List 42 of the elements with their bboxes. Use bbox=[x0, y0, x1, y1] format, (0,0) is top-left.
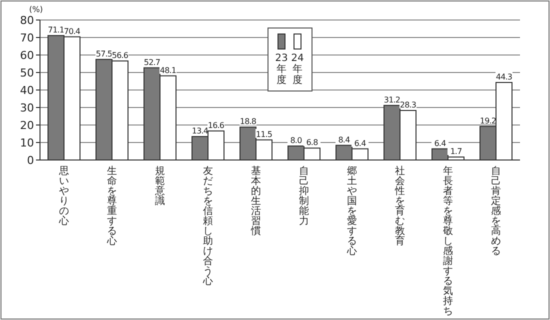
x-tick-label: 社会性を育む教育 bbox=[394, 165, 405, 247]
x-tick-label: 生命を尊重する心 bbox=[106, 165, 117, 247]
category-label: 自己肯定感を高める bbox=[491, 166, 501, 257]
data-label: 8.0 bbox=[290, 136, 302, 145]
data-label: 16.6 bbox=[208, 120, 224, 130]
data-label: 71.1 bbox=[48, 26, 64, 35]
category-label: 郷土や国を愛する心 bbox=[347, 166, 357, 257]
x-tick-label: 思いやりの心 bbox=[58, 166, 69, 227]
y-tick-label: 50 bbox=[20, 66, 34, 80]
data-label: 52.7 bbox=[144, 58, 160, 67]
x-tick-label: 自己抑制能力 bbox=[299, 165, 309, 227]
data-label: 56.6 bbox=[112, 50, 128, 60]
data-label: 18.8 bbox=[240, 117, 256, 126]
y-tick-label: 70 bbox=[20, 32, 34, 44]
y-tick-label: 10 bbox=[20, 136, 34, 150]
data-label: 57.5 bbox=[96, 49, 112, 58]
legend-label: 24年度 bbox=[291, 53, 304, 86]
y-tick-label: 30 bbox=[20, 102, 34, 114]
data-label: 8.4 bbox=[338, 135, 350, 144]
x-tick-label: 規範意識 bbox=[154, 165, 165, 207]
data-label: 13.4 bbox=[192, 126, 208, 136]
legend-label: 23年度 bbox=[275, 53, 288, 86]
data-label: 11.5 bbox=[256, 130, 272, 139]
y-axis-title: (%) bbox=[29, 5, 43, 14]
data-label: 6.4 bbox=[434, 138, 446, 148]
category-label: 友だちを信頼し助け合う心 bbox=[203, 166, 213, 287]
y-tick-label: 40 bbox=[20, 84, 34, 97]
data-label: 19.2 bbox=[480, 116, 496, 126]
category-label: 年長者等を尊敬し感謝する気持ち bbox=[443, 166, 453, 317]
data-label: 70.4 bbox=[64, 26, 80, 36]
data-label: 28.3 bbox=[400, 100, 416, 110]
y-tick-label: 80 bbox=[20, 14, 34, 27]
data-label: 44.3 bbox=[496, 72, 512, 82]
data-label: 31.2 bbox=[384, 95, 400, 104]
y-tick-label: 20 bbox=[20, 119, 34, 132]
data-label: 48.1 bbox=[160, 66, 176, 75]
data-label: 6.8 bbox=[306, 138, 318, 148]
x-tick-label: 基本的生活習慣 bbox=[250, 165, 261, 237]
y-tick-label: 60 bbox=[20, 49, 34, 62]
y-tick-label: 0 bbox=[27, 154, 34, 167]
data-label: 1.7 bbox=[450, 147, 462, 156]
data-label: 6.4 bbox=[354, 138, 366, 148]
